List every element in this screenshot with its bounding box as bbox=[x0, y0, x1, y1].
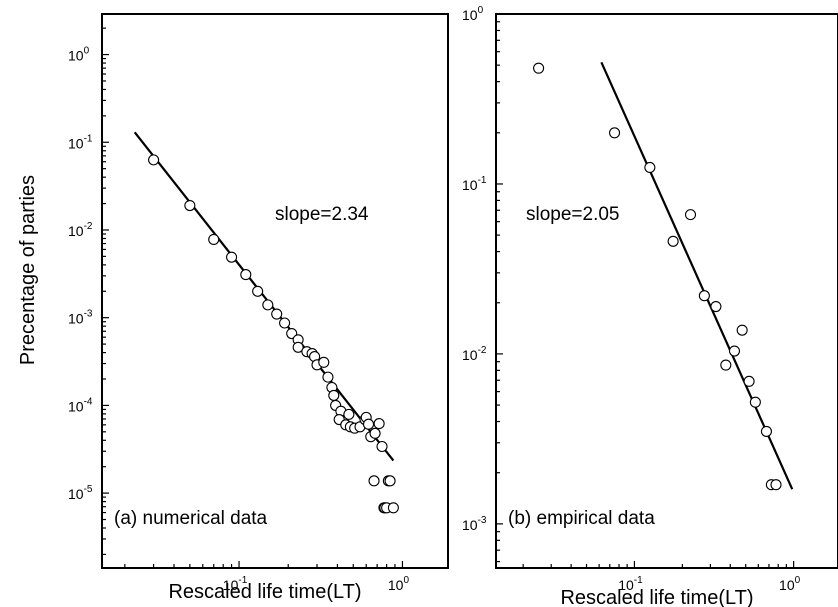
data-point bbox=[368, 475, 380, 487]
data-point bbox=[684, 209, 697, 221]
y-tick-label: 10-1 bbox=[462, 175, 487, 193]
x-axis-title: Rescaled life time(LT) bbox=[168, 581, 361, 603]
data-point bbox=[609, 127, 621, 139]
data-point bbox=[770, 479, 782, 491]
panel-label: (a) numerical data bbox=[114, 508, 268, 529]
data-point bbox=[292, 341, 304, 353]
x-axis-title: Rescaled life time(LT) bbox=[560, 587, 753, 607]
data-point bbox=[279, 317, 291, 329]
y-tick-label: 10-3 bbox=[462, 515, 487, 533]
data-point bbox=[262, 299, 274, 311]
data-point bbox=[271, 308, 283, 320]
y-tick-label: 100 bbox=[68, 46, 90, 64]
data-point bbox=[384, 475, 396, 487]
data-point bbox=[208, 233, 220, 245]
y-tick-label: 100 bbox=[462, 5, 484, 23]
data-point bbox=[328, 389, 340, 401]
data-point bbox=[252, 285, 264, 297]
data-point bbox=[226, 251, 238, 263]
fit-line bbox=[133, 131, 395, 462]
slope-annotation: slope=2.05 bbox=[526, 204, 620, 225]
data-point bbox=[373, 418, 385, 430]
data-point bbox=[318, 356, 330, 368]
data-point bbox=[184, 199, 196, 212]
y-axis-title: Precentage of parties bbox=[17, 175, 39, 365]
data-point bbox=[322, 371, 334, 383]
y-tick-label: 10-2 bbox=[68, 221, 93, 239]
y-tick-label: 10-2 bbox=[462, 345, 487, 363]
data-point bbox=[369, 427, 381, 439]
y-tick-label: 10-3 bbox=[68, 309, 93, 327]
data-point bbox=[749, 396, 761, 408]
data-point bbox=[743, 375, 755, 387]
data-point bbox=[343, 408, 355, 420]
data-point bbox=[533, 62, 545, 74]
plot-frame bbox=[495, 13, 838, 569]
plot-frame bbox=[101, 13, 449, 569]
x-tick-label: 100 bbox=[779, 575, 801, 593]
x-tick-label: 100 bbox=[388, 575, 410, 593]
x-tick-label: 10-1 bbox=[223, 575, 248, 593]
data-point bbox=[720, 359, 732, 371]
data-point bbox=[644, 161, 656, 174]
panel-a-numerical: 10-1 100 100 10-1 10-2 10-3 10-4 10-5 Rescaled l… bbox=[68, 13, 449, 603]
panel-label: (b) empirical data bbox=[508, 508, 655, 529]
data-point bbox=[148, 154, 160, 166]
data-point bbox=[240, 269, 252, 281]
data-point bbox=[698, 290, 710, 302]
data-point bbox=[362, 418, 375, 430]
data-point bbox=[710, 300, 722, 313]
fit-line bbox=[600, 61, 794, 490]
panel-b-empirical: 10-1 100 100 10-1 10-2 10-3 Rescaled life time… bbox=[462, 5, 838, 607]
y-tick-label: 10-1 bbox=[68, 133, 93, 151]
data-point bbox=[667, 235, 679, 247]
data-point bbox=[728, 345, 741, 357]
data-point bbox=[387, 502, 399, 514]
y-tick-label: 10-4 bbox=[68, 396, 93, 414]
data-point bbox=[760, 425, 773, 437]
slope-annotation: slope=2.34 bbox=[275, 204, 369, 225]
data-point bbox=[736, 324, 748, 336]
x-tick-label: 10-1 bbox=[618, 575, 643, 593]
data-point bbox=[376, 440, 388, 453]
y-tick-label: 10-5 bbox=[68, 484, 93, 502]
